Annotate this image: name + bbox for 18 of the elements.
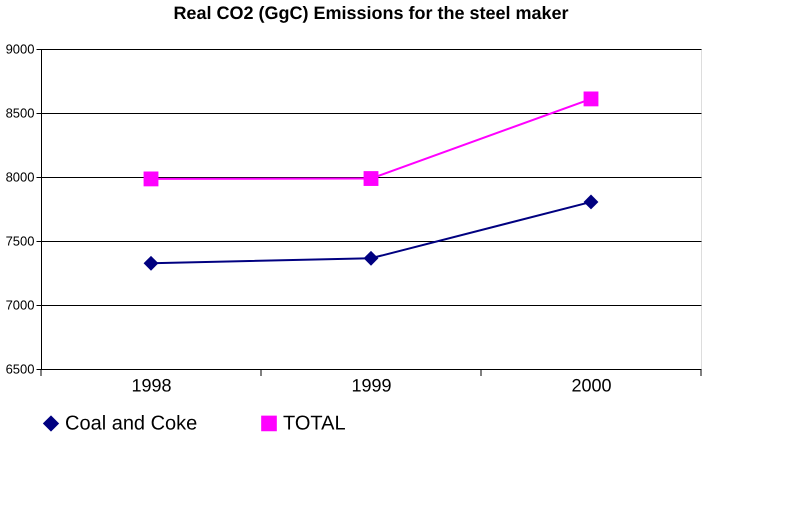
point (364, 171, 378, 186)
y-tick-label: 9000 (6, 42, 34, 56)
point (584, 194, 598, 210)
x-tick-label: 1998 (131, 376, 172, 396)
point (584, 92, 598, 106)
point (144, 256, 158, 271)
point (364, 250, 378, 266)
y-tick-label: 7000 (6, 298, 34, 312)
y-tick-label: 7500 (6, 234, 34, 248)
point (144, 172, 158, 186)
y-tick-label: 8500 (6, 106, 34, 120)
y-tick-label: 8000 (6, 170, 34, 184)
chart-title: Real CO2 (GgC) Emissions for the steel maker (173, 3, 569, 23)
legend-label: TOTAL (283, 412, 346, 434)
x-tick-label: 1999 (351, 376, 392, 396)
y-tick-label: 6500 (6, 362, 34, 376)
x-tick-label: 2000 (571, 376, 612, 396)
legend-label: Coal and Coke (65, 412, 198, 434)
